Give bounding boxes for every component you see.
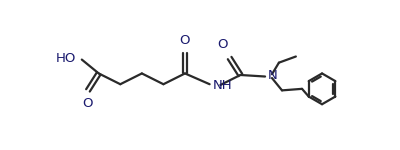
Text: NH: NH xyxy=(213,79,232,92)
Text: O: O xyxy=(82,97,92,110)
Text: O: O xyxy=(180,34,190,47)
Text: HO: HO xyxy=(55,52,76,65)
Text: O: O xyxy=(217,38,227,51)
Text: N: N xyxy=(268,69,278,82)
